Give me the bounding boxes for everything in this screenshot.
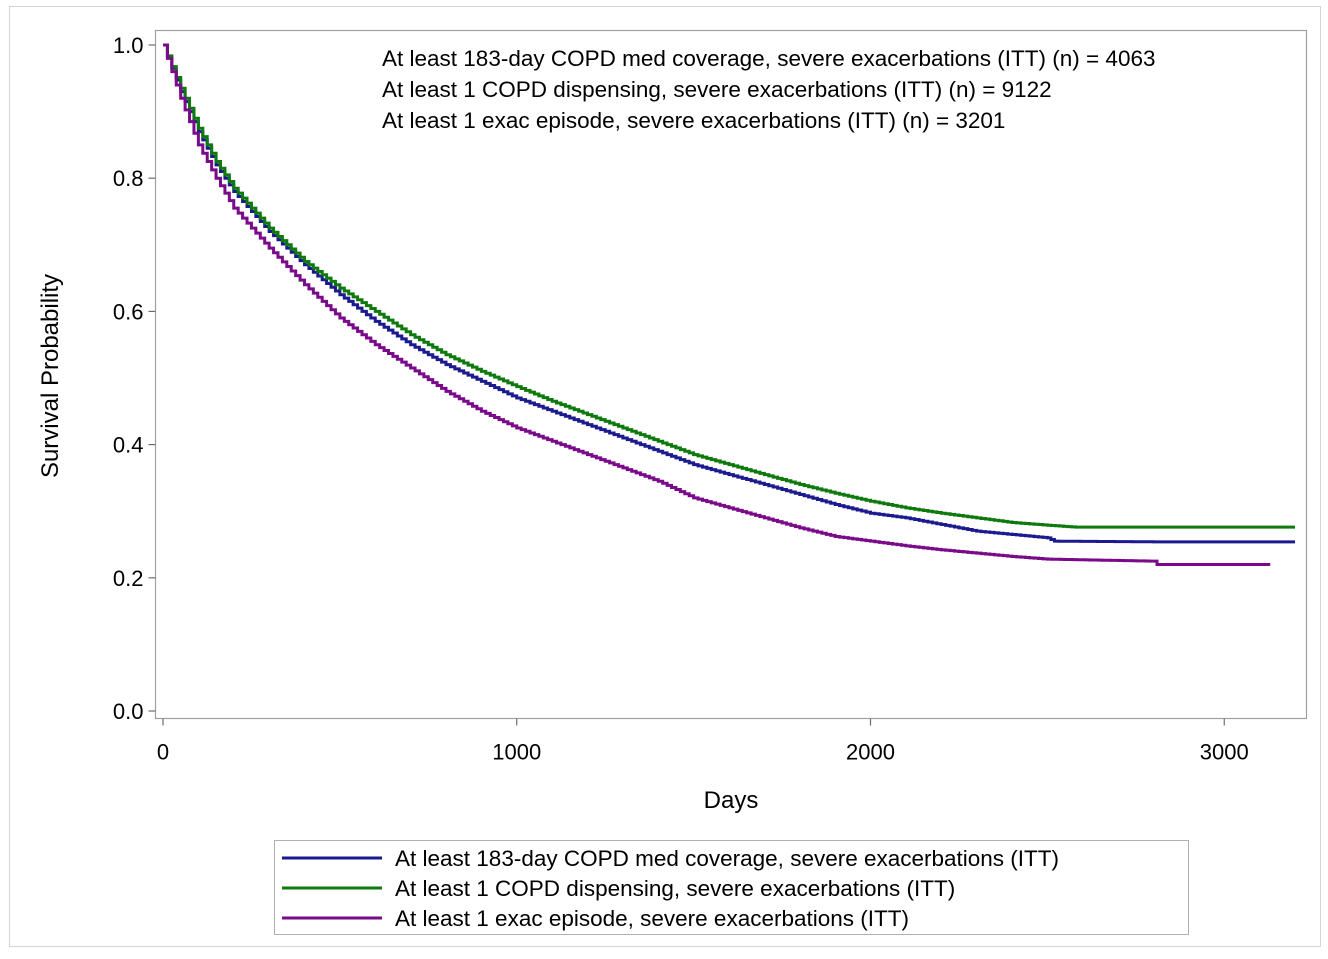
annotation-n-copd-dispensing: At least 1 COPD dispensing, severe exace…	[382, 77, 1052, 102]
legend: At least 183-day COPD med coverage, seve…	[274, 840, 1189, 935]
x-tick-label: 1000	[492, 740, 541, 765]
y-tick-label: 0.4	[113, 433, 144, 458]
plot-frame	[154, 29, 1308, 720]
legend-label-copd-dispensing: At least 1 COPD dispensing, severe exace…	[395, 876, 955, 901]
y-tick-label: 0.2	[113, 566, 144, 591]
series-lines	[163, 43, 1295, 566]
y-tick-label: 1.0	[113, 33, 144, 58]
x-tick-label: 2000	[846, 740, 895, 765]
legend-label-exac-episode: At least 1 exac episode, severe exacerba…	[395, 906, 909, 931]
x-tick-label: 0	[157, 740, 169, 765]
annotation-n-183-day: At least 183-day COPD med coverage, seve…	[382, 46, 1155, 71]
legend-box	[274, 840, 1189, 935]
y-axis: 0.0 0.2 0.4 0.6 0.8 1.0	[113, 33, 156, 724]
series-line-183-day-coverage	[163, 43, 1295, 544]
x-axis: 0 1000 2000 3000	[157, 718, 1249, 765]
y-tick-label: 0.0	[113, 699, 144, 724]
y-tick-label: 0.6	[113, 299, 144, 324]
x-tick-label: 3000	[1200, 740, 1249, 765]
series-line-exac-episode	[163, 43, 1271, 566]
y-tick-label: 0.8	[113, 166, 144, 191]
annotation-n-exac-episode: At least 1 exac episode, severe exacerba…	[382, 108, 1005, 133]
series-line-copd-dispensing	[163, 43, 1295, 529]
y-axis-title: Survival Probability	[37, 274, 64, 478]
x-axis-title: Days	[704, 787, 759, 814]
legend-label-183-day: At least 183-day COPD med coverage, seve…	[395, 846, 1059, 871]
figure-border	[9, 6, 1321, 947]
